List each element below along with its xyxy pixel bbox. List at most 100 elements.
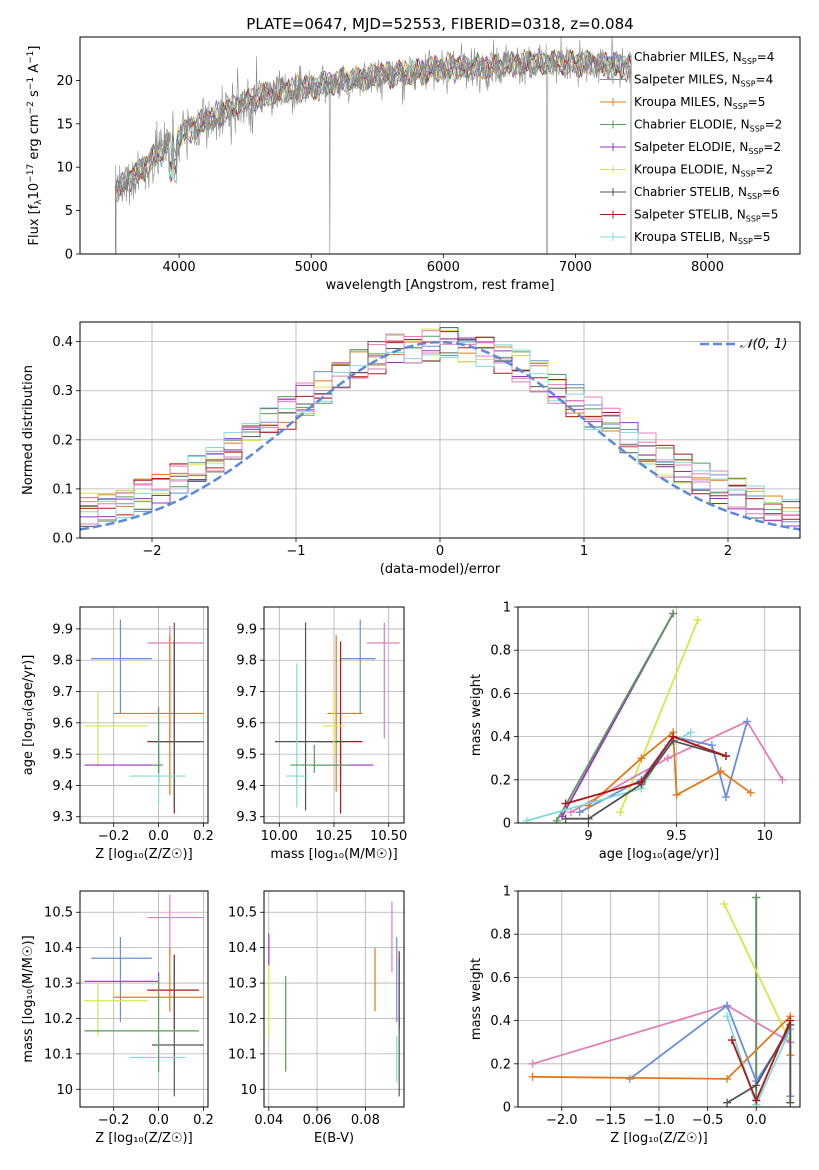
axes-frame <box>517 606 801 824</box>
y-tick-label: 10.3 <box>228 977 257 992</box>
y-tick-label: 1 <box>503 885 511 900</box>
weight-line <box>570 720 784 813</box>
y-tick-label: 10.5 <box>44 906 73 921</box>
mass-age-axes: 10.00 10.25 10.50 9.3 9.4 9.5 9.6 9.7 9.8 9.9 mass… <box>236 607 407 862</box>
x-tick-label: 6000 <box>427 260 460 275</box>
y-tick-label: 10.2 <box>228 1012 257 1027</box>
legend-marker <box>609 188 617 196</box>
legend-label: 𝒩(0, 1) <box>740 337 787 352</box>
legend-marker <box>609 98 617 106</box>
x-axis-label: Z [log₁₀(Z/Z☉)] <box>610 1131 707 1146</box>
weight-point <box>721 752 730 761</box>
y-tick-label: 9.5 <box>236 748 257 763</box>
y-tick-label: 9.7 <box>236 685 257 700</box>
y-tick-label: 10 <box>240 1083 257 1098</box>
weight-point <box>778 775 787 784</box>
weight-point <box>743 717 752 726</box>
y-axis-label: Flux [fλ10−17 erg cm−2 s−1 A−1] <box>26 46 44 246</box>
y-tick-label: 9.5 <box>52 748 73 763</box>
y-axis-label: mass weight <box>469 958 484 1040</box>
y-tick-label: 0 <box>65 248 73 263</box>
weight-line <box>726 1021 792 1104</box>
Z-mass-axes: −0.2 0.0 0.2 10 10.1 10.2 10.3 10.4 10.5 Z [log₁₀… <box>21 891 214 1146</box>
x-tick-label: 0.06 <box>303 1113 332 1128</box>
legend-label: Salpeter ELODIE, NSSP=2 <box>634 140 781 156</box>
y-tick-label: 15 <box>56 117 73 132</box>
x-axis-label: Z [log₁₀(Z/Z☉)] <box>95 847 192 862</box>
y-tick-label: 0.8 <box>490 928 511 943</box>
weight-point <box>707 741 716 750</box>
weight-point <box>716 767 725 776</box>
spectrum-legend: Chabrier MILES, NSSP=4 Salpeter MILES, NS… <box>600 50 782 246</box>
legend-label: Chabrier STELIB, NSSP=6 <box>634 185 780 201</box>
weight-point <box>637 777 646 786</box>
weight-point <box>786 1016 795 1025</box>
y-tick-label: 9.9 <box>52 622 73 637</box>
y-tick-label: 10 <box>56 1083 73 1098</box>
y-axis-label: mass [log₁₀(M/M☉)] <box>21 935 36 1062</box>
histogram-chabrier-stelib <box>80 327 800 538</box>
y-tick-label: 0.0 <box>52 532 73 547</box>
legend-label: Kroupa ELODIE, NSSP=2 <box>634 163 773 179</box>
legend-marker <box>609 75 617 84</box>
legend-marker <box>609 233 617 241</box>
x-tick-label: 0 <box>436 544 444 559</box>
weight-point <box>669 609 678 618</box>
y-tick-label: 0.2 <box>490 773 511 788</box>
y-tick-label: 0.6 <box>490 687 511 702</box>
x-tick-label: −0.5 <box>692 1113 724 1128</box>
weight-point <box>625 1074 634 1083</box>
Z-age-axes: −0.2 0.0 0.2 9.3 9.4 9.5 9.6 9.7 9.8 9.9 Z [log₁₀(… <box>21 607 214 862</box>
y-tick-label: 10.4 <box>44 941 73 956</box>
legend-marker <box>609 165 617 174</box>
axes-frame <box>79 36 801 255</box>
y-tick-label: 10.5 <box>228 906 257 921</box>
y-tick-label: 10 <box>56 161 73 176</box>
y-tick-label: 0.6 <box>490 971 511 986</box>
x-tick-label: −1.5 <box>595 1113 627 1128</box>
weight-point <box>723 1012 732 1021</box>
spectrum-observed <box>115 37 632 254</box>
Z-weight-lines <box>528 893 795 1107</box>
figure-title: PLATE=0647, MJD=52553, FIBERID=0318, z=0… <box>246 15 633 33</box>
y-tick-label: 9.6 <box>52 716 73 731</box>
y-tick-label: 0.3 <box>52 384 73 399</box>
x-tick-label: 10 <box>756 829 773 844</box>
x-tick-label: −0.2 <box>98 1113 130 1128</box>
weight-point <box>528 1059 537 1068</box>
weight-point <box>723 1001 732 1010</box>
x-tick-label: −2.0 <box>546 1113 578 1128</box>
legend-marker <box>609 120 617 129</box>
legend-label: Chabrier MILES, NSSP=4 <box>634 50 774 66</box>
x-tick-label: −1.0 <box>643 1113 675 1128</box>
x-tick-label: 0.0 <box>746 1113 767 1128</box>
legend-label: Kroupa STELIB, NSSP=5 <box>634 230 771 246</box>
y-tick-label: 10.1 <box>44 1047 73 1062</box>
x-axis-label: E(B-V) <box>314 1131 354 1146</box>
weight-line <box>587 730 752 807</box>
weight-point <box>720 899 729 908</box>
y-tick-label: 9.4 <box>236 779 257 794</box>
x-tick-label: 9.5 <box>666 829 687 844</box>
histogram-extra <box>80 330 800 538</box>
ebv-mass-points <box>268 901 400 1097</box>
spectrum-axes: 4000 5000 6000 7000 8000 0 5 10 15 20 wavelength [… <box>56 74 724 293</box>
x-axis-label: (data-model)/error <box>380 562 501 577</box>
y-tick-label: 9.8 <box>52 654 73 669</box>
spectrum-lines <box>115 37 632 254</box>
y-tick-label: 9.9 <box>236 622 257 637</box>
weight-point <box>752 893 761 902</box>
y-tick-label: 0 <box>503 1101 511 1116</box>
weight-line <box>556 613 674 822</box>
x-tick-label: −1 <box>286 544 305 559</box>
x-axis-label: age [log₁₀(age/yr)] <box>599 847 720 862</box>
y-tick-label: 0.4 <box>52 335 73 350</box>
axes-frame <box>79 890 209 1108</box>
axes-frame <box>79 321 801 539</box>
weight-point <box>786 1098 795 1107</box>
weight-point <box>561 799 570 808</box>
weight-point <box>752 1096 761 1105</box>
x-tick-label: 0.0 <box>148 829 169 844</box>
legend-label: Kroupa MILES, NSSP=5 <box>634 95 765 111</box>
